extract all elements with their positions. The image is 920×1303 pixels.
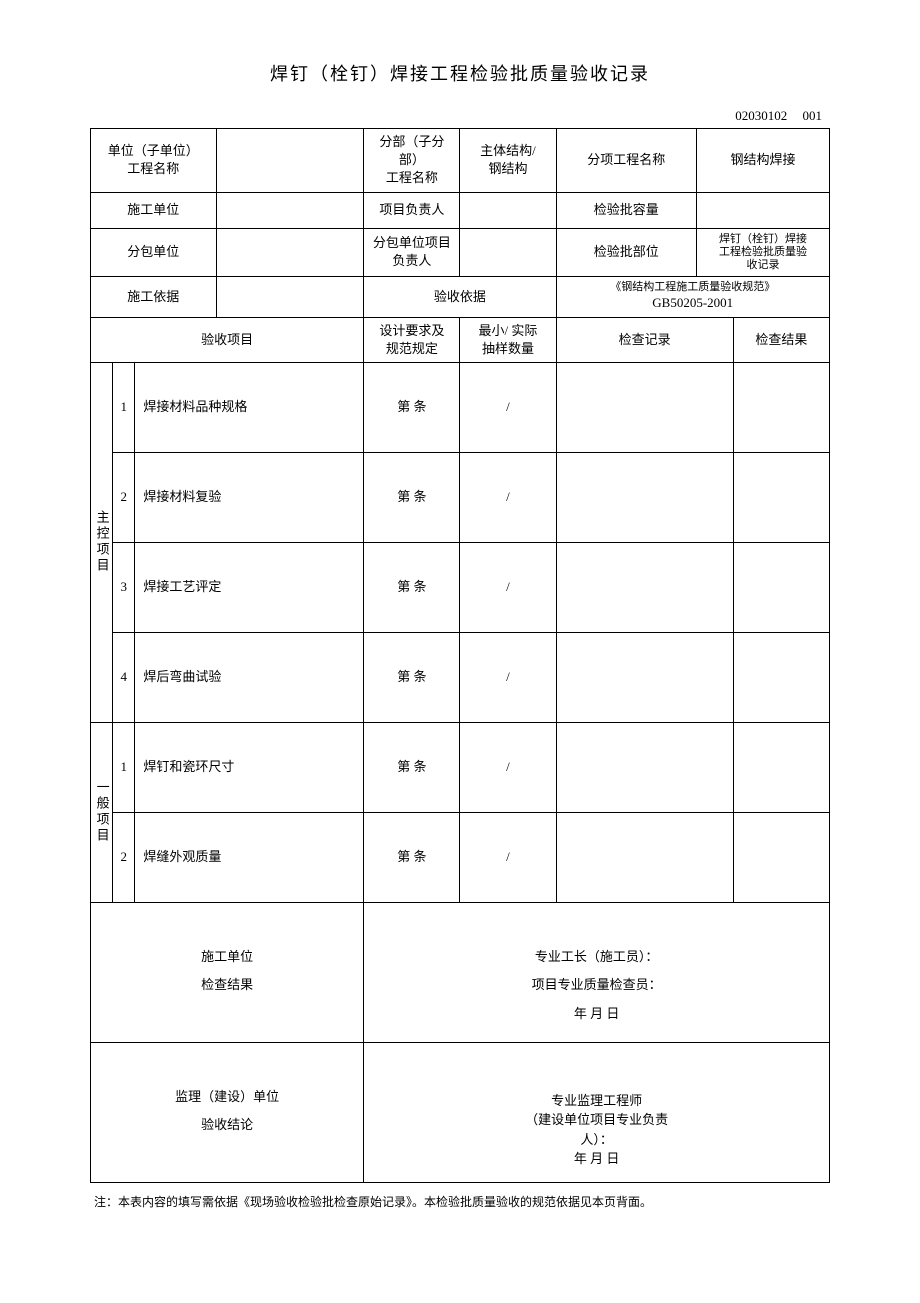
col-record: 检查记录: [556, 317, 733, 362]
sig2-line-b: （建设单位项目专业负责: [370, 1110, 823, 1130]
signature-row-2: 监理（建设）单位验收结论 专业监理工程师 （建设单位项目专业负责 人）： 年 月…: [91, 1042, 830, 1182]
gen-rec: [556, 722, 733, 812]
hdr-r4-l2: 验收依据: [364, 277, 556, 317]
hdr-r4-v2: 《钢结构工程施工质量验收规范》 GB50205-2001: [556, 277, 830, 317]
main-idx: 3: [113, 542, 135, 632]
doc-code: 02030102: [735, 108, 787, 123]
gen-name: 焊缝外观质量: [135, 812, 364, 902]
gen-qty: /: [460, 812, 556, 902]
main-item-row: 3 焊接工艺评定 第 条 /: [91, 542, 830, 632]
hdr-r1-v2: 主体结构/钢结构: [460, 129, 556, 193]
document-title: 焊钉（栓钉）焊接工程检验批质量验收记录: [90, 60, 830, 86]
gen-res: [733, 722, 829, 812]
sig2-line-a: 专业监理工程师: [370, 1091, 823, 1111]
main-name: 焊接材料品种规格: [135, 362, 364, 452]
main-qty: /: [460, 362, 556, 452]
main-qty: /: [460, 452, 556, 542]
main-name: 焊接材料复验: [135, 452, 364, 542]
sig1-line-a: 专业工长（施工员）：: [370, 943, 823, 972]
gen-section-label: 一般项目: [91, 722, 113, 902]
col-qty: 最小/ 实际抽样数量: [460, 317, 556, 362]
header-row-2: 施工单位 项目负责人 检验批容量: [91, 192, 830, 228]
hdr-r3-v2: [460, 228, 556, 277]
hdr-r2-v2: [460, 192, 556, 228]
sig1-line-c: 年 月 日: [370, 1000, 823, 1029]
hdr-r3-l1: 分包单位: [91, 228, 217, 277]
gen-idx: 2: [113, 812, 135, 902]
main-res: [733, 362, 829, 452]
gen-item-row: 2 焊缝外观质量 第 条 /: [91, 812, 830, 902]
signature-row-1: 施工单位检查结果 专业工长（施工员）： 项目专业质量检查员： 年 月 日: [91, 902, 830, 1042]
main-spec: 第 条: [364, 542, 460, 632]
header-row-3: 分包单位 分包单位项目负责人 检验批部位 焊钉（栓钉）焊接工程检验批质量验收记录: [91, 228, 830, 277]
main-rec: [556, 452, 733, 542]
hdr-r2-v1: [216, 192, 364, 228]
hdr-r3-l3: 检验批部位: [556, 228, 696, 277]
main-idx: 2: [113, 452, 135, 542]
sig1-label: 施工单位检查结果: [91, 902, 364, 1042]
main-rec: [556, 362, 733, 452]
gen-name: 焊钉和瓷环尺寸: [135, 722, 364, 812]
inspection-form-table: 单位（子单位）工程名称 分部（子分部）工程名称 主体结构/钢结构 分项工程名称 …: [90, 128, 830, 1183]
hdr-r2-l1: 施工单位: [91, 192, 217, 228]
main-item-row: 2 焊接材料复验 第 条 /: [91, 452, 830, 542]
hdr-r4-l1: 施工依据: [91, 277, 217, 317]
main-name: 焊接工艺评定: [135, 542, 364, 632]
gen-item-row: 一般项目 1 焊钉和瓷环尺寸 第 条 /: [91, 722, 830, 812]
sig2-line-c: 人）：: [370, 1130, 823, 1150]
hdr-r1-v3: 钢结构焊接: [696, 129, 829, 193]
main-spec: 第 条: [364, 362, 460, 452]
gen-spec: 第 条: [364, 722, 460, 812]
hdr-r2-l2: 项目负责人: [364, 192, 460, 228]
hdr-r4-v2-bot: GB50205-2001: [563, 294, 824, 312]
main-qty: /: [460, 632, 556, 722]
col-result: 检查结果: [733, 317, 829, 362]
main-res: [733, 542, 829, 632]
header-row-4: 施工依据 验收依据 《钢结构工程施工质量验收规范》 GB50205-2001: [91, 277, 830, 317]
item-columns-header: 验收项目 设计要求及规范规定 最小/ 实际抽样数量 检查记录 检查结果: [91, 317, 830, 362]
hdr-r4-v1: [216, 277, 364, 317]
hdr-r2-v3: [696, 192, 829, 228]
hdr-r3-l2: 分包单位项目负责人: [364, 228, 460, 277]
main-item-row: 主控项目 1 焊接材料品种规格 第 条 /: [91, 362, 830, 452]
hdr-r3-v3: 焊钉（栓钉）焊接工程检验批质量验收记录: [696, 228, 829, 277]
document-number: 02030102 001: [90, 108, 830, 124]
col-spec: 设计要求及规范规定: [364, 317, 460, 362]
hdr-r2-l3: 检验批容量: [556, 192, 696, 228]
main-idx: 4: [113, 632, 135, 722]
gen-rec: [556, 812, 733, 902]
hdr-r4-v2-top: 《钢结构工程施工质量验收规范》: [563, 281, 824, 294]
main-spec: 第 条: [364, 632, 460, 722]
main-res: [733, 632, 829, 722]
gen-qty: /: [460, 722, 556, 812]
sig2-content: 专业监理工程师 （建设单位项目专业负责 人）： 年 月 日: [364, 1042, 830, 1182]
main-qty: /: [460, 542, 556, 632]
doc-seq: 001: [803, 108, 823, 123]
main-rec: [556, 632, 733, 722]
col-inspection-item: 验收项目: [91, 317, 364, 362]
hdr-r1-v1: [216, 129, 364, 193]
main-spec: 第 条: [364, 452, 460, 542]
sig1-content: 专业工长（施工员）： 项目专业质量检查员： 年 月 日: [364, 902, 830, 1042]
gen-idx: 1: [113, 722, 135, 812]
hdr-r3-v1: [216, 228, 364, 277]
main-item-row: 4 焊后弯曲试验 第 条 /: [91, 632, 830, 722]
footnote: 注：本表内容的填写需依据《现场验收检验批检查原始记录》。本检验批质量验收的规范依…: [90, 1193, 830, 1212]
main-rec: [556, 542, 733, 632]
hdr-r1-l2: 分部（子分部）工程名称: [364, 129, 460, 193]
gen-res: [733, 812, 829, 902]
hdr-r1-l3: 分项工程名称: [556, 129, 696, 193]
sig2-line-d: 年 月 日: [370, 1149, 823, 1169]
sig1-line-b: 项目专业质量检查员：: [370, 971, 823, 1000]
main-res: [733, 452, 829, 542]
sig2-label: 监理（建设）单位验收结论: [91, 1042, 364, 1182]
header-row-1: 单位（子单位）工程名称 分部（子分部）工程名称 主体结构/钢结构 分项工程名称 …: [91, 129, 830, 193]
main-idx: 1: [113, 362, 135, 452]
hdr-r1-l1: 单位（子单位）工程名称: [91, 129, 217, 193]
main-section-label: 主控项目: [91, 362, 113, 722]
gen-spec: 第 条: [364, 812, 460, 902]
main-name: 焊后弯曲试验: [135, 632, 364, 722]
